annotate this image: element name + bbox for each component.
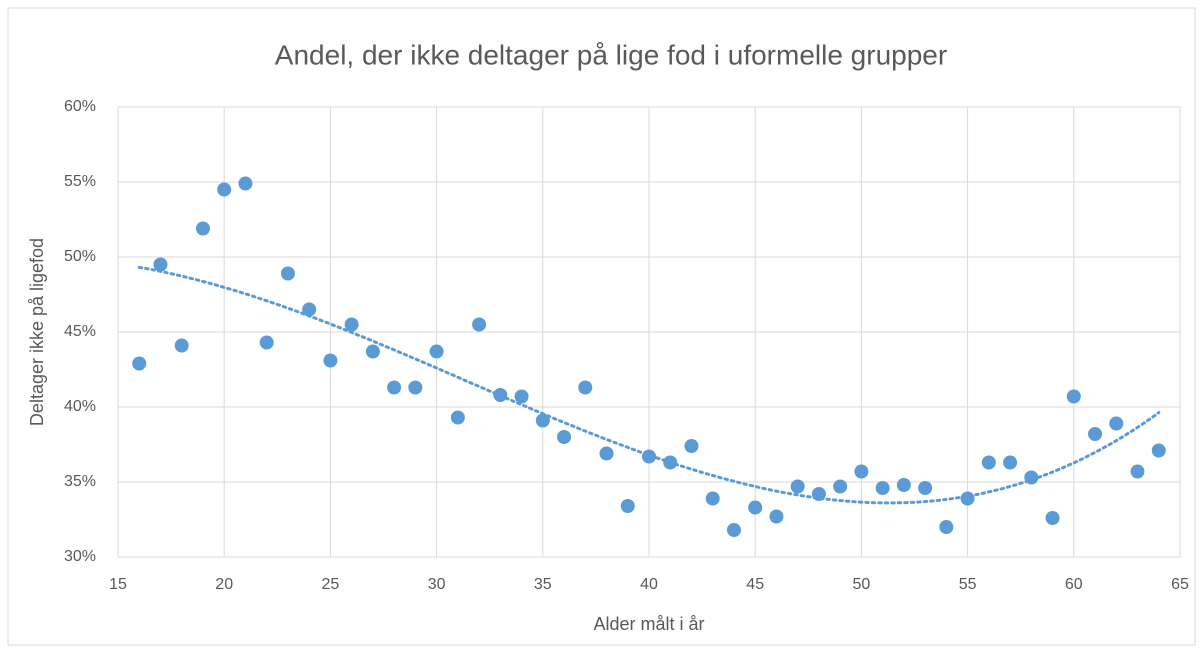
data-point <box>1024 470 1039 485</box>
x-tick-label: 30 <box>428 576 446 593</box>
data-point <box>939 520 954 534</box>
data-point <box>1045 511 1060 525</box>
x-tick-label: 60 <box>1065 576 1083 593</box>
y-tick-label: 35% <box>64 473 96 490</box>
y-axis-label: Deltager ikke på ligefod <box>27 238 47 426</box>
data-point <box>387 380 402 395</box>
data-point <box>896 478 911 492</box>
data-point <box>684 439 699 453</box>
data-point <box>726 523 741 537</box>
data-point <box>811 487 826 501</box>
data-point <box>195 221 210 236</box>
data-point <box>153 257 168 272</box>
data-point <box>1066 389 1081 404</box>
data-point <box>663 455 678 470</box>
chart-title: Andel, der ikke deltager på lige fod i u… <box>275 39 947 70</box>
data-point <box>642 449 656 464</box>
data-point <box>450 410 465 425</box>
data-point <box>833 479 848 494</box>
y-tick-label: 30% <box>64 548 96 565</box>
data-point <box>1130 464 1145 479</box>
data-point <box>769 509 784 524</box>
x-tick-label: 20 <box>215 576 233 593</box>
x-tick-label: 55 <box>959 576 977 593</box>
data-point <box>408 380 423 395</box>
x-axis-label: Alder målt i år <box>593 614 704 634</box>
data-point <box>132 356 147 371</box>
data-point <box>259 335 274 350</box>
data-point <box>302 302 317 317</box>
data-point <box>280 266 295 281</box>
data-point <box>1088 427 1103 441</box>
data-point <box>748 500 763 515</box>
x-tick-label: 45 <box>746 576 764 593</box>
x-tick-label: 25 <box>322 576 340 593</box>
data-point <box>1003 455 1018 470</box>
data-point <box>344 317 359 332</box>
data-point <box>1151 443 1166 458</box>
data-point <box>514 389 529 404</box>
y-tick-label: 45% <box>64 323 96 340</box>
data-point <box>1109 416 1124 431</box>
y-tick-label: 50% <box>64 248 96 265</box>
data-point <box>365 344 380 359</box>
data-point <box>960 491 975 506</box>
x-tick-label: 65 <box>1171 576 1189 593</box>
data-point <box>174 338 189 353</box>
data-point <box>238 176 253 191</box>
y-tick-label: 60% <box>64 98 96 115</box>
data-point <box>557 430 572 444</box>
data-point <box>323 353 338 368</box>
data-point <box>599 446 614 461</box>
data-point <box>493 388 508 402</box>
data-point <box>535 413 550 428</box>
x-tick-label: 50 <box>853 576 871 593</box>
data-point <box>790 479 805 494</box>
data-point <box>429 344 444 359</box>
data-point <box>578 380 593 395</box>
chart-border <box>7 7 1196 646</box>
data-point <box>981 455 996 470</box>
data-point <box>620 499 635 513</box>
data-point <box>918 481 933 495</box>
x-tick-label: 35 <box>534 576 552 593</box>
data-point <box>705 491 720 506</box>
y-tick-label: 40% <box>64 398 96 415</box>
data-point <box>472 317 487 332</box>
data-point <box>217 182 232 197</box>
data-point <box>854 464 869 479</box>
x-tick-label: 15 <box>109 576 127 593</box>
y-tick-label: 55% <box>64 173 96 190</box>
x-tick-label: 40 <box>640 576 658 593</box>
data-point <box>875 481 890 495</box>
